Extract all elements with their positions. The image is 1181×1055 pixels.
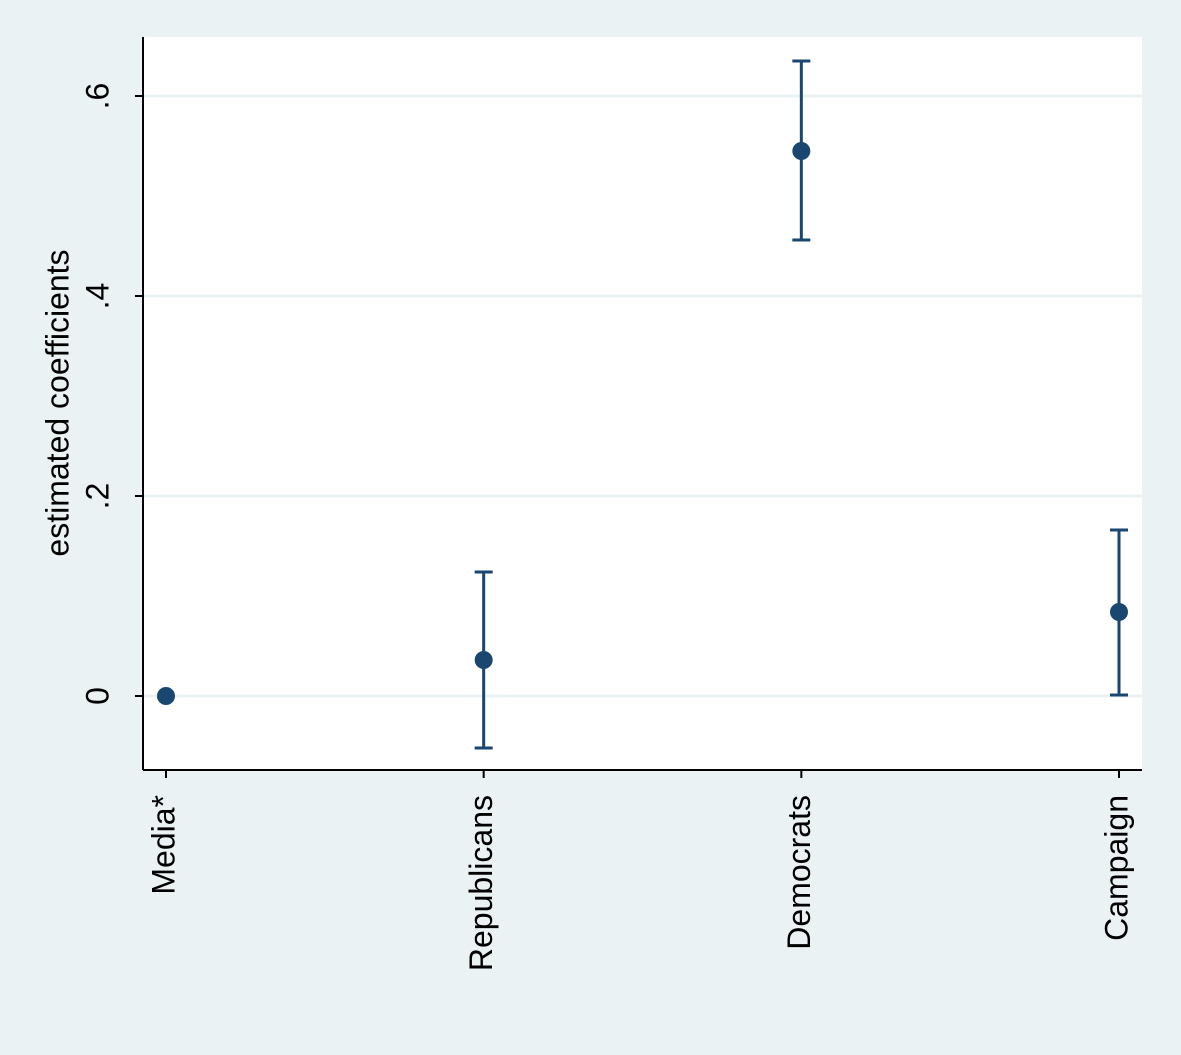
x-tick-label: Campaign [1098,795,1134,941]
y-tick-label: .4 [79,283,115,310]
y-tick-label: .6 [79,83,115,110]
x-tick-label: Media* [145,795,181,895]
point [474,651,493,669]
y-tick-label: 0 [79,687,115,705]
y-axis-title: estimated coefficients [39,249,75,556]
point [157,687,175,705]
point [1110,603,1128,621]
x-tick-label: Democrats [781,795,817,950]
plot-area [143,37,1142,770]
point [792,142,811,160]
x-tick-label: Republicans [463,795,499,971]
y-tick-label: .2 [79,483,115,510]
